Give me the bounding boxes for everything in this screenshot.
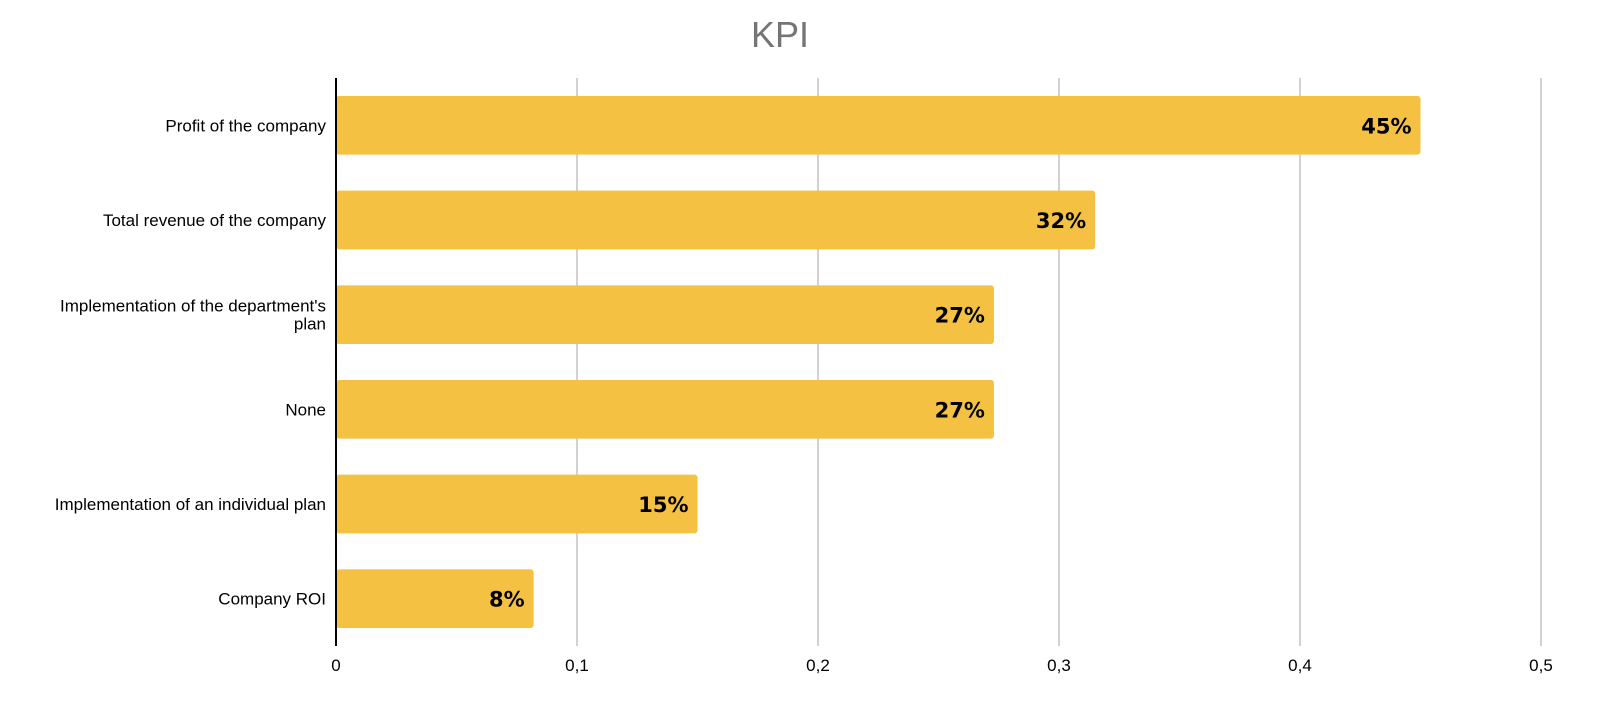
x-tick-label: 0,3 [1047,656,1071,675]
data-label: 27% [935,398,985,422]
bar [336,474,698,534]
x-tick-label: 0,4 [1288,656,1312,675]
x-tick-label: 0,1 [565,656,589,675]
x-tick-label: 0 [331,656,340,675]
data-label: 15% [638,493,688,517]
data-label: 8% [489,588,525,612]
x-tick-label: 0,5 [1529,656,1553,675]
category-label: Company ROI [218,590,326,609]
bar [336,569,534,629]
data-label: 27% [935,304,985,328]
category-labels: Profit of the company Total revenue of th… [55,116,327,608]
category-label: Profit of the company [165,116,326,135]
chart-title: KPI [751,14,809,55]
x-tick-label: 0,2 [806,656,830,675]
bar [336,285,994,345]
x-axis-ticks: 0 0,1 0,2 0,3 0,4 0,5 [331,656,1553,675]
data-label: 32% [1036,209,1086,233]
category-label: Implementation of an individual plan [55,495,326,514]
bars: 45% 32% 27% 27% 15% 8% [336,95,1421,629]
bar [336,379,994,439]
bar [336,95,1421,155]
category-label: Implementation of the department's plan [60,297,326,334]
grid-lines [576,78,1542,646]
category-label: None [285,400,326,419]
bar [336,190,1096,250]
category-label: Total revenue of the company [103,211,327,230]
data-label: 45% [1361,114,1411,138]
